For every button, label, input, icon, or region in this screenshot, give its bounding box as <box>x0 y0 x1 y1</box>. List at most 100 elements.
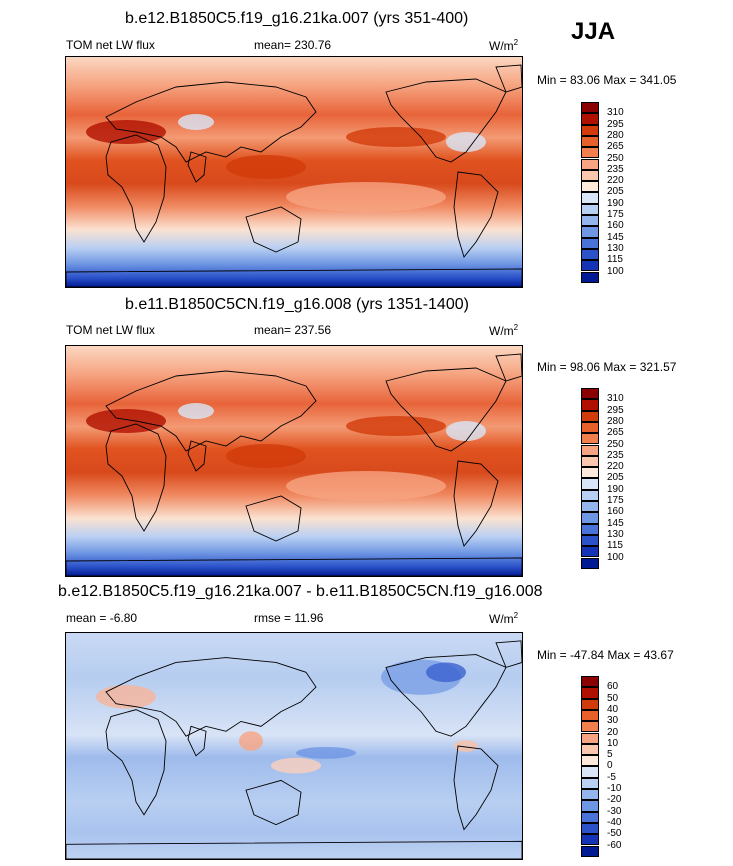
colorbar-tick-label: 60 <box>607 681 619 693</box>
colorbar-box <box>581 248 599 261</box>
colorbar-tick-label: -5 <box>607 771 616 783</box>
colorbar-tick-label: 190 <box>607 197 624 209</box>
colorbar-tick-label: 265 <box>607 141 624 153</box>
colorbar-tick-label: 0 <box>607 760 613 772</box>
colorbar-tick-label: 160 <box>607 220 624 232</box>
coastline <box>105 370 317 452</box>
map-canvas <box>66 346 522 576</box>
map-contour-region <box>454 740 478 752</box>
colorbar-tick-label: -20 <box>607 794 622 806</box>
colorbar-tick-label: 310 <box>607 107 624 119</box>
coastline <box>453 745 499 831</box>
colorbar-tick-label: 115 <box>607 254 623 266</box>
coastline <box>495 353 522 382</box>
colorbar-tick-label: 280 <box>607 415 624 427</box>
map-contour-region <box>426 662 466 683</box>
colorbar-box <box>581 271 599 283</box>
colorbar-box <box>581 124 599 136</box>
map-contour-region <box>178 403 214 419</box>
colorbar-box <box>581 158 599 170</box>
colorbar-tick-label: 30 <box>607 715 619 727</box>
coastline <box>105 134 167 243</box>
colorbar-box <box>581 811 599 823</box>
colorbar-box <box>581 698 599 710</box>
coastline <box>105 657 317 737</box>
colorbar-box <box>581 789 599 801</box>
coastline <box>385 654 507 737</box>
coastline <box>245 495 302 542</box>
panel3-mean-label: mean = -6.80 <box>66 611 138 625</box>
colorbar-tick-label: -30 <box>607 805 622 817</box>
colorbar-box <box>581 709 599 722</box>
colorbar-box <box>581 181 599 193</box>
coastline <box>66 557 522 576</box>
map-contour-region <box>286 471 446 501</box>
colorbar-tick-label: 175 <box>607 495 624 506</box>
colorbar-tick-label: 160 <box>607 506 624 518</box>
colorbar-box <box>581 732 599 744</box>
coastline <box>385 367 507 452</box>
colorbar-tick-label: 10 <box>607 737 619 749</box>
map-contour-region <box>446 421 486 441</box>
colorbar-box <box>581 421 599 434</box>
map-contour-region <box>96 685 156 709</box>
colorbar-tick-label: -60 <box>607 839 622 851</box>
colorbar-tick-label: 190 <box>607 483 624 495</box>
colorbar-box <box>581 523 599 535</box>
panel3-units-label: W/m2 <box>489 611 519 626</box>
colorbar-box <box>581 102 599 114</box>
panel1-units-label: W/m2 <box>489 38 519 53</box>
colorbar-box <box>581 444 599 456</box>
colorbar-tick-label: 280 <box>607 129 624 141</box>
map-contour-region <box>86 409 166 433</box>
coastline <box>105 709 167 816</box>
panel2-minmax: Min = 98.06 Max = 321.57 <box>537 360 677 374</box>
colorbar-tick-label: 145 <box>607 231 624 243</box>
colorbar-tick-label: 235 <box>607 163 624 175</box>
colorbar-box <box>581 676 599 688</box>
colorbar-tick-label: 220 <box>607 461 624 473</box>
map-canvas <box>66 633 522 859</box>
coastline <box>187 151 207 183</box>
colorbar-box <box>581 557 599 569</box>
colorbar-box <box>581 192 599 204</box>
coastline <box>187 440 207 472</box>
colorbar-tick-label: 250 <box>607 438 624 450</box>
colorbar-box <box>581 169 599 182</box>
map-contour-region <box>346 127 446 147</box>
colorbar-tick-label: -50 <box>607 828 622 840</box>
colorbar-box <box>581 399 599 411</box>
map-contour-region <box>86 120 166 144</box>
map-contour-region <box>271 757 321 774</box>
panel2-variable-label: TOM net LW flux <box>66 323 155 337</box>
panel2-colorbar: 310 295 280 265 250 235 220 205 190 175 160 145 130 1… <box>581 388 641 572</box>
coastline <box>66 268 522 287</box>
panel3-title: b.e12.B1850C5.f19_g16.21ka.007 - b.e11.B… <box>58 583 543 600</box>
colorbar-tick-label: 220 <box>607 175 624 187</box>
colorbar-box <box>581 834 599 846</box>
coastline <box>105 423 167 532</box>
map-contour-region <box>226 444 306 468</box>
colorbar-tick-label: 295 <box>607 404 624 416</box>
panel2-title: b.e11.B1850C5CN.f19_g16.008 (yrs 1351-14… <box>125 296 469 313</box>
panel2-units-label: W/m2 <box>489 323 519 338</box>
colorbar-box <box>581 777 599 789</box>
panel3-minmax: Min = -47.84 Max = 43.67 <box>537 648 674 662</box>
coastline <box>495 640 522 668</box>
coastline <box>187 725 207 757</box>
colorbar-box <box>581 743 599 756</box>
map-contour-region <box>446 132 486 152</box>
coastline <box>66 840 522 859</box>
colorbar-box <box>581 433 599 445</box>
colorbar-box <box>581 800 599 812</box>
panel3-colorbar: 60 50 40 30 20 10 5 0 -5 -10 -20 -30 -40 -50 -60 <box>581 676 641 860</box>
panel3-map <box>65 632 523 860</box>
colorbar-tick-label: -40 <box>607 816 622 828</box>
colorbar-box <box>581 721 599 733</box>
map-contour-region <box>226 155 306 179</box>
colorbar-box <box>581 467 599 479</box>
colorbar-tick-label: 130 <box>607 528 624 540</box>
colorbar-tick-label: 5 <box>607 749 613 761</box>
colorbar-tick-label: 235 <box>607 449 624 461</box>
colorbar-box <box>581 687 599 699</box>
